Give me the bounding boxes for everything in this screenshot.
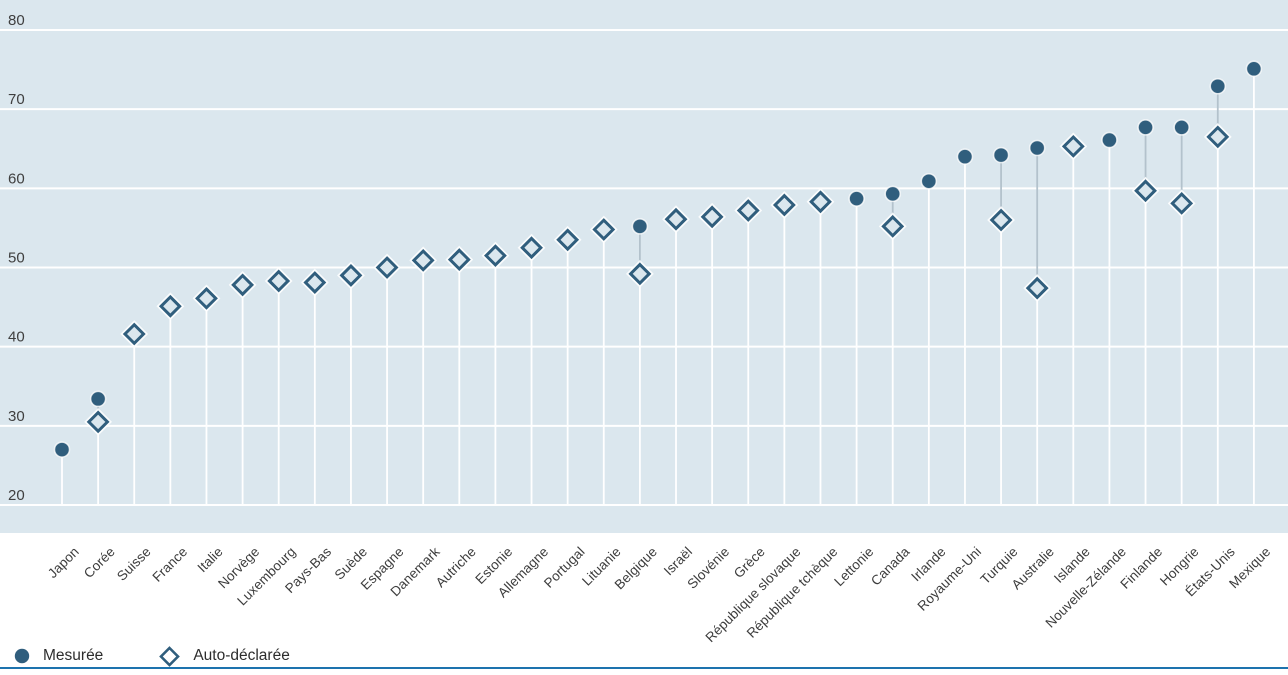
measured-marker[interactable]	[884, 185, 901, 203]
self-reported-marker[interactable]	[339, 263, 363, 287]
self-reported-marker[interactable]	[664, 207, 688, 231]
x-axis-label: République slovaque	[702, 544, 804, 646]
legend-label-self-reported: Auto-déclarée	[193, 647, 290, 664]
y-tick-label: 70	[8, 91, 25, 108]
measured-marker[interactable]	[1028, 139, 1046, 157]
self-reported-marker[interactable]	[122, 322, 146, 346]
y-tick-label: 40	[8, 329, 25, 346]
x-axis-label: Nouvelle-Zélande	[1042, 544, 1130, 631]
x-axis-label: Belgique	[611, 544, 660, 593]
self-reported-marker[interactable]	[447, 248, 471, 272]
x-axis-label: Italie	[194, 544, 227, 576]
x-axis-label: Turquie	[977, 544, 1021, 588]
legend-label-measured: Mesurée	[43, 647, 104, 664]
x-axis-label: États-Unis	[1182, 544, 1238, 600]
x-axis-label: Estonie	[472, 544, 516, 587]
x-axis-label: Autriche	[432, 544, 479, 591]
x-axis-label: Islande	[1051, 544, 1093, 586]
legend-item-self-reported[interactable]: Auto-déclarée	[159, 645, 290, 667]
x-axis-label: Luxembourg	[233, 544, 299, 609]
self-reported-marker[interactable]	[411, 248, 435, 272]
x-axis-label: République tchèque	[743, 544, 841, 641]
measured-marker[interactable]	[956, 148, 974, 165]
measured-marker[interactable]	[1137, 119, 1154, 136]
x-axis-label: Suisse	[114, 544, 154, 584]
self-reported-marker[interactable]	[267, 269, 291, 293]
x-axis-label: Finlande	[1117, 544, 1166, 592]
y-tick-label: 60	[8, 170, 25, 187]
measured-marker[interactable]	[1245, 60, 1263, 78]
measured-marker[interactable]	[848, 190, 865, 207]
measured-marker[interactable]	[1173, 119, 1190, 136]
scatter-plot: 20 30 40 50 60 70 80	[0, 0, 1288, 533]
measured-marker[interactable]	[920, 172, 938, 190]
self-reported-marker[interactable]	[628, 262, 652, 286]
bottom-divider	[0, 667, 1288, 669]
self-reported-marker[interactable]	[483, 244, 507, 268]
x-axis-label: Pays-Bas	[282, 544, 335, 597]
self-reported-marker[interactable]	[520, 236, 543, 260]
x-axis-label: Canada	[867, 544, 913, 589]
self-reported-marker[interactable]	[158, 294, 182, 318]
x-axis-label: Australie	[1008, 544, 1057, 593]
self-reported-marker[interactable]	[375, 256, 399, 279]
measured-marker[interactable]	[1209, 77, 1227, 95]
x-axis-label: Hongrie	[1156, 544, 1202, 589]
x-axis-label: France	[149, 544, 190, 585]
self-reported-marker[interactable]	[86, 410, 110, 434]
x-axis-label: Mexique	[1226, 544, 1274, 592]
self-reported-marker[interactable]	[592, 218, 616, 241]
self-reported-marker[interactable]	[556, 228, 580, 252]
x-axis-label: Suède	[331, 544, 371, 583]
measured-marker[interactable]	[89, 390, 107, 408]
y-tick-label: 80	[8, 12, 25, 29]
self-reported-marker[interactable]	[700, 205, 724, 229]
x-axis-label: Allemagne	[494, 544, 552, 601]
measured-marker[interactable]	[53, 441, 71, 458]
self-reported-marker[interactable]	[1061, 134, 1085, 158]
x-axis-label: Irlande	[908, 544, 949, 585]
self-reported-marker[interactable]	[989, 208, 1013, 232]
self-reported-marker[interactable]	[303, 271, 327, 294]
self-reported-marker[interactable]	[231, 273, 255, 297]
measured-marker[interactable]	[992, 146, 1010, 164]
self-reported-marker[interactable]	[195, 286, 218, 310]
legend: Mesurée Auto-déclarée	[14, 644, 290, 668]
self-reported-marker[interactable]	[1206, 125, 1230, 149]
self-reported-marker[interactable]	[809, 190, 832, 214]
filled-circle-icon	[14, 648, 30, 664]
x-axis-label: Corée	[80, 544, 118, 581]
x-axis-label: Norvège	[214, 544, 263, 592]
y-tick-label: 20	[8, 487, 25, 504]
measured-marker[interactable]	[631, 218, 649, 235]
x-axis-label: Danemark	[387, 544, 443, 600]
x-axis-label: Lituanie	[578, 544, 624, 589]
self-reported-marker[interactable]	[1134, 179, 1157, 203]
x-axis-label: Grèce	[730, 544, 768, 581]
self-reported-marker[interactable]	[736, 199, 760, 222]
x-axis-label: Lettonie	[831, 544, 877, 590]
self-reported-marker[interactable]	[1025, 276, 1049, 300]
x-axis-label: Portugal	[540, 544, 588, 591]
legend-item-measured[interactable]: Mesurée	[14, 647, 103, 665]
self-reported-marker[interactable]	[881, 214, 905, 238]
y-tick-label: 50	[8, 250, 25, 267]
x-axis-label: Slovénie	[683, 544, 732, 592]
y-tick-label: 30	[8, 408, 25, 425]
self-reported-marker[interactable]	[1170, 191, 1194, 215]
self-reported-marker[interactable]	[772, 193, 796, 217]
x-axis-label: Royaume-Uni	[914, 544, 985, 614]
measured-marker[interactable]	[1101, 131, 1118, 149]
x-axis-label: Espagne	[357, 544, 407, 593]
x-axis-label: Japon	[44, 544, 82, 581]
open-diamond-icon	[159, 645, 181, 667]
x-axis-label: Israël	[661, 544, 696, 579]
